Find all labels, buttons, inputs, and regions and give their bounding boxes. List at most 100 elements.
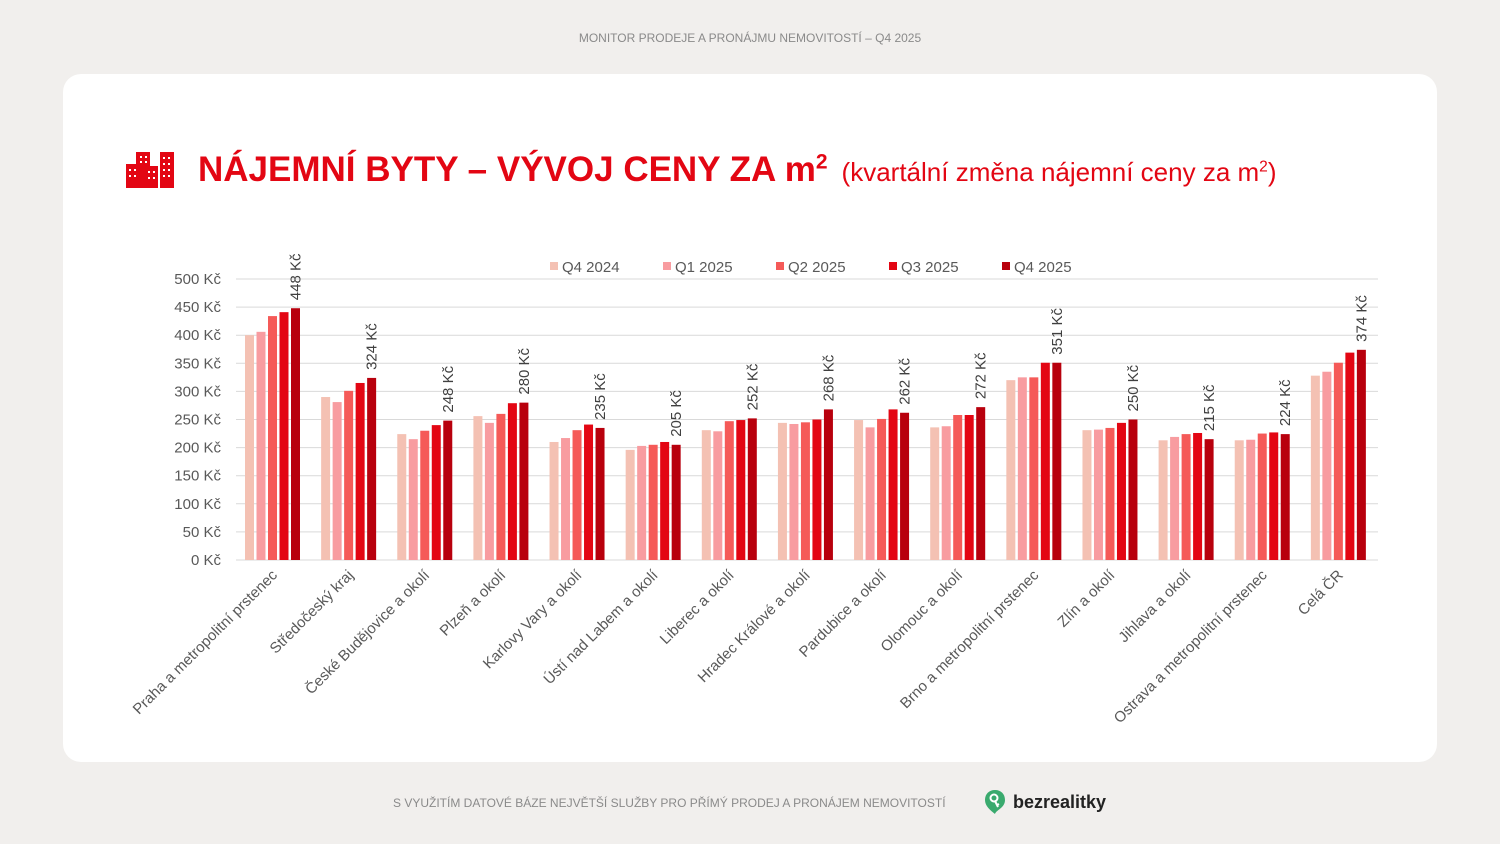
bar <box>268 316 277 560</box>
bar <box>941 426 951 560</box>
data-label: 272 Kč <box>973 352 990 399</box>
bar <box>367 377 377 560</box>
bar <box>1269 432 1279 560</box>
bar <box>953 415 963 560</box>
bar <box>1082 430 1092 560</box>
category-label: České Budějovice a okolí <box>302 566 434 698</box>
bar <box>245 335 254 560</box>
bar <box>865 427 875 560</box>
report-title: MONITOR PRODEJE A PRONÁJMU NEMOVITOSTÍ –… <box>578 31 922 45</box>
y-tick-label: 50 Kč <box>183 524 222 541</box>
bar <box>443 420 453 560</box>
bar <box>397 434 407 560</box>
bar <box>625 449 635 560</box>
bar <box>976 407 986 560</box>
bar <box>1040 362 1050 560</box>
bar <box>888 409 898 560</box>
y-tick-label: 300 Kč <box>174 383 221 400</box>
bar <box>519 402 529 560</box>
bar <box>420 430 430 560</box>
heading-sub-text: (kvartální změna nájemní ceny za m <box>841 157 1260 187</box>
bar <box>473 416 483 560</box>
bar <box>595 427 605 560</box>
bezrealitky-logo[interactable]: bezrealitky <box>984 789 1106 815</box>
bar <box>648 444 658 560</box>
category-label: Brno a metropolitní prstenec <box>897 566 1043 712</box>
bar <box>930 427 940 560</box>
bar <box>637 445 647 560</box>
data-label: 205 Kč <box>668 390 685 437</box>
category-label: Jihlava a okolí <box>1115 566 1195 646</box>
data-label: 448 Kč <box>288 253 305 300</box>
bar <box>496 413 506 560</box>
bar <box>964 415 974 560</box>
bar <box>736 420 746 560</box>
bar <box>1158 440 1168 560</box>
data-label: 224 Kč <box>1277 379 1294 426</box>
data-label: 268 Kč <box>820 354 837 401</box>
heading-sub-sup: 2 <box>1259 158 1268 176</box>
bar <box>1029 377 1039 560</box>
data-label: 250 Kč <box>1125 364 1142 411</box>
bar <box>1280 434 1290 560</box>
bar <box>332 402 342 560</box>
bar <box>877 418 887 560</box>
bar <box>507 403 517 560</box>
key-pin-icon <box>985 790 1005 814</box>
bar <box>1181 434 1191 560</box>
bar <box>1257 433 1267 560</box>
bar <box>671 444 681 560</box>
category-label: Olomouc a okolí <box>877 566 966 655</box>
y-tick-label: 400 Kč <box>174 327 221 344</box>
heading-sub: (kvartální změna nájemní ceny za m2) <box>842 157 1277 188</box>
bar <box>1333 362 1343 560</box>
footer-text: S VYUŽITÍM DATOVÉ BÁZE NEJVĚTŠÍ SLUŽBY P… <box>393 796 946 810</box>
bar <box>660 441 670 560</box>
y-tick-label: 350 Kč <box>174 355 221 372</box>
legend-swatch <box>663 262 671 270</box>
bar <box>1246 439 1256 560</box>
category-label: Liberec a okolí <box>657 566 739 648</box>
bar <box>1204 439 1214 560</box>
buildings-icon <box>126 152 174 188</box>
legend-swatch <box>1002 262 1010 270</box>
data-label: 280 Kč <box>516 347 533 394</box>
bar <box>484 422 494 560</box>
bar <box>1105 427 1115 560</box>
bar <box>279 312 289 560</box>
bar <box>291 308 300 560</box>
chart-heading: NÁJEMNÍ BYTY – VÝVOJ CENY ZA m2 (kvartál… <box>126 150 1277 190</box>
bar <box>584 424 594 560</box>
heading-main: NÁJEMNÍ BYTY – VÝVOJ CENY ZA m2 <box>198 150 828 190</box>
data-label: 262 Kč <box>897 358 914 405</box>
bar <box>1310 375 1320 560</box>
y-tick-label: 100 Kč <box>174 496 221 513</box>
heading-sub-end: ) <box>1267 157 1277 187</box>
bar <box>1322 371 1332 560</box>
bar <box>812 419 822 560</box>
bar <box>854 420 864 560</box>
bar <box>321 397 331 560</box>
legend-label: Q4 2025 <box>1014 259 1072 276</box>
data-label: 351 Kč <box>1049 308 1066 355</box>
bar <box>1128 419 1138 560</box>
bar <box>355 382 365 560</box>
data-label: 374 Kč <box>1353 295 1370 342</box>
bar <box>1170 436 1180 560</box>
legend-swatch <box>776 262 784 270</box>
bar <box>1193 432 1203 560</box>
bar <box>823 409 833 560</box>
bar <box>800 422 810 560</box>
category-label: Ostrava a metropolitní prstenec <box>1111 566 1271 726</box>
category-label: Plzeň a okolí <box>437 566 510 639</box>
y-tick-label: 150 Kč <box>174 468 221 485</box>
legend-label: Q3 2025 <box>901 259 959 276</box>
data-label: 324 Kč <box>364 323 381 370</box>
y-tick-label: 250 Kč <box>174 412 221 429</box>
bar <box>1345 352 1355 560</box>
logo-text: bezrealitky <box>1013 791 1107 812</box>
bar <box>561 438 571 560</box>
data-label: 248 Kč <box>440 365 457 412</box>
legend-swatch <box>889 262 897 270</box>
